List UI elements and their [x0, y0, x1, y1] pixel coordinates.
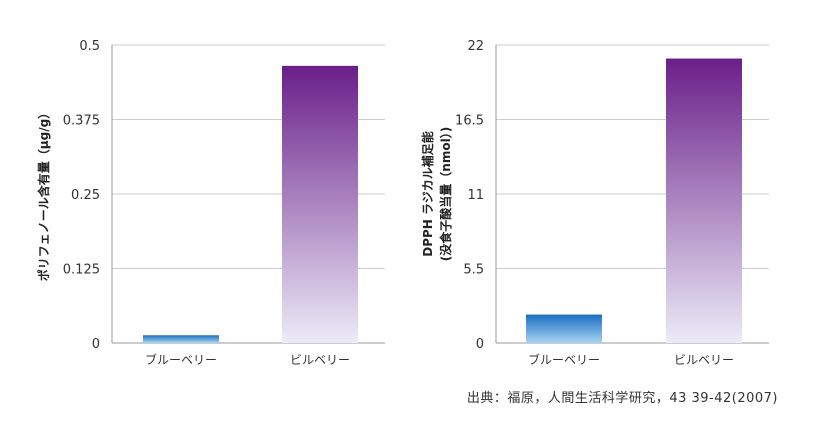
chart2-ylabel-line1: DPPH ラジカル補足能 — [420, 131, 435, 257]
source-citation: 出典：福原，人間生活科学研究，43 39-42(2007) — [467, 390, 778, 406]
chart1-category-label: ビルベリー — [290, 353, 350, 367]
chart2-bar-blueberry — [526, 314, 602, 343]
chart1-ylabel: ポリフェノール含有量（μg/g） — [36, 107, 51, 281]
chart2-ytick-label: 22 — [467, 39, 484, 54]
chart1-ytick-label: 0.125 — [63, 263, 100, 278]
chart1-ytick-label: 0.375 — [63, 114, 100, 129]
chart2-category-label: ビルベリー — [674, 353, 734, 367]
chart1-ytick-label: 0 — [92, 337, 100, 352]
chart1-category-label: ブルーベリー — [145, 352, 217, 367]
chart2-ytick-label: 0 — [476, 337, 484, 352]
chart1-ytick-label: 0.5 — [79, 39, 100, 54]
chart2-bar-bilberry — [666, 58, 742, 343]
chart1-bar-bilberry — [282, 65, 358, 344]
chart1-bar-blueberry — [143, 335, 219, 343]
polyphenol-chart: 0 0.125 0.25 0.375 0.5 ブルーベリー ビルベリー — [63, 39, 385, 367]
chart1-ytick-label: 0.25 — [71, 188, 100, 203]
chart2-ytick-label: 16.5 — [455, 114, 484, 129]
chart2-ytick-label: 11 — [467, 188, 484, 203]
chart2-ylabel-line2: (没食子酸当量（nmol）) — [438, 127, 453, 261]
chart2-category-label: ブルーベリー — [528, 352, 600, 367]
dpph-chart: 0 5.5 11 16.5 22 ブルーベリー ビルベリー — [455, 39, 769, 367]
chart2-ytick-label: 5.5 — [463, 263, 484, 278]
